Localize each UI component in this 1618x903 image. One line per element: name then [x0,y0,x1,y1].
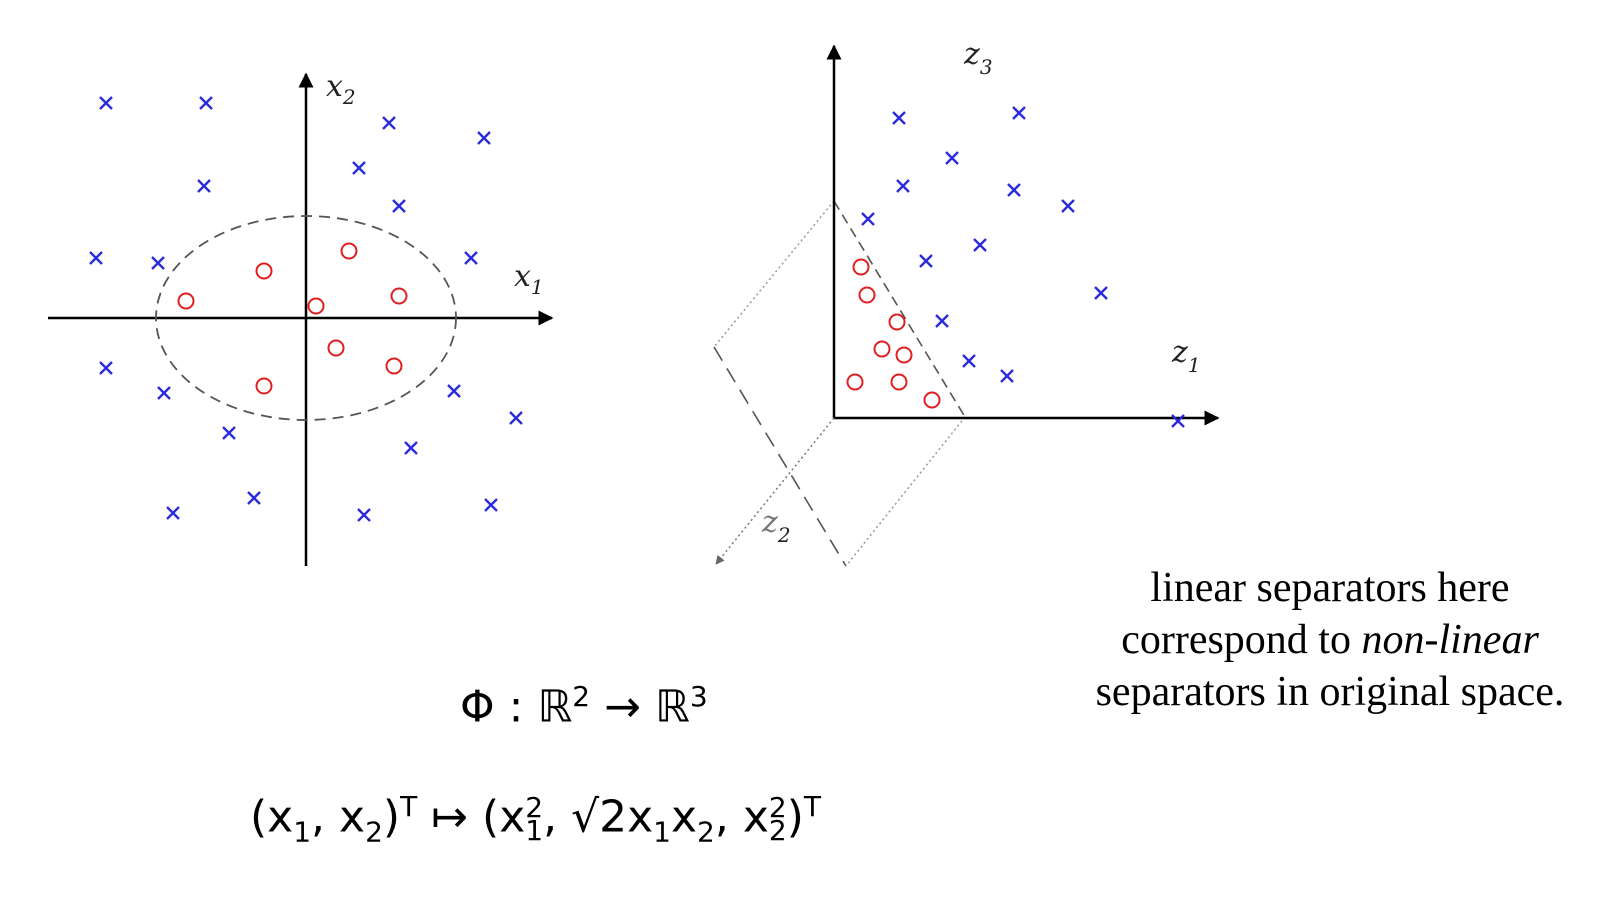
cross-marker [247,491,261,505]
cross-marker [962,354,976,368]
feature-crosses [861,106,1185,428]
x1-axis-label: x1 [514,259,544,299]
mapping-definition: (x1, x2)T ↦ (x 2 1, √2x1x2, x 2 2)T [250,790,821,849]
cross-marker [861,212,875,226]
cross-marker [197,179,211,193]
cross-marker [404,441,418,455]
cross-marker [935,314,949,328]
caption-line-3: separators in original space. [1095,669,1565,715]
circle-marker [340,242,358,260]
x2-axis-label: x2 [326,69,356,109]
circle-marker [852,258,870,276]
cross-marker [151,256,165,270]
cross-marker [1094,286,1108,300]
circle-marker [327,339,345,357]
circle-marker [873,340,891,358]
cross-marker [1171,414,1185,428]
circle-marker [255,377,273,395]
caption-line-1: linear separators here [1150,565,1510,611]
cross-marker [99,361,113,375]
z2-axis-label: z2 [761,505,791,547]
cross-marker [89,251,103,265]
cross-marker [1012,106,1026,120]
feature-circles [846,258,941,409]
circle-marker [846,373,864,391]
circle-marker [858,286,876,304]
circle-marker [307,297,325,315]
cross-marker [199,96,213,110]
circle-marker [177,292,195,310]
cross-marker [166,506,180,520]
class-crosses [89,96,523,522]
circle-marker [385,357,403,375]
cross-marker [357,508,371,522]
caption-line-2: correspond to non-linear [1121,617,1539,663]
circle-marker [390,287,408,305]
cross-marker [896,179,910,193]
separating-plane [713,200,966,567]
mapping-signature: Φ : ℝ2 → ℝ3 [460,680,708,733]
class-circles [177,242,408,395]
cross-marker [382,116,396,130]
cross-marker [222,426,236,440]
cross-marker [447,384,461,398]
circle-marker [255,262,273,280]
circle-marker [888,313,906,331]
cross-marker [477,131,491,145]
circle-marker [923,391,941,409]
caption-emphasis: non-linear [1361,617,1539,663]
cross-marker [1007,183,1021,197]
cross-marker [973,238,987,252]
cross-marker [484,498,498,512]
z2-axis [715,417,835,565]
cross-marker [352,161,366,175]
feature-space-plot: z1 z2 z3 [713,37,1220,567]
cross-marker [157,386,171,400]
cross-marker [1000,369,1014,383]
z3-axis-label: z3 [963,37,993,79]
cross-marker [892,111,906,125]
cross-marker [509,411,523,425]
original-space-plot: x1 x2 [48,69,554,566]
z1-axis-label: z1 [1171,335,1201,377]
cross-marker [945,151,959,165]
cross-marker [919,254,933,268]
decision-boundary-ellipse [155,215,457,421]
circle-marker [895,346,913,364]
cross-marker [1061,199,1075,213]
cross-marker [99,96,113,110]
cross-marker [464,251,478,265]
circle-marker [890,373,908,391]
cross-marker [392,199,406,213]
caption: linear separators here correspond to non… [1040,562,1618,718]
